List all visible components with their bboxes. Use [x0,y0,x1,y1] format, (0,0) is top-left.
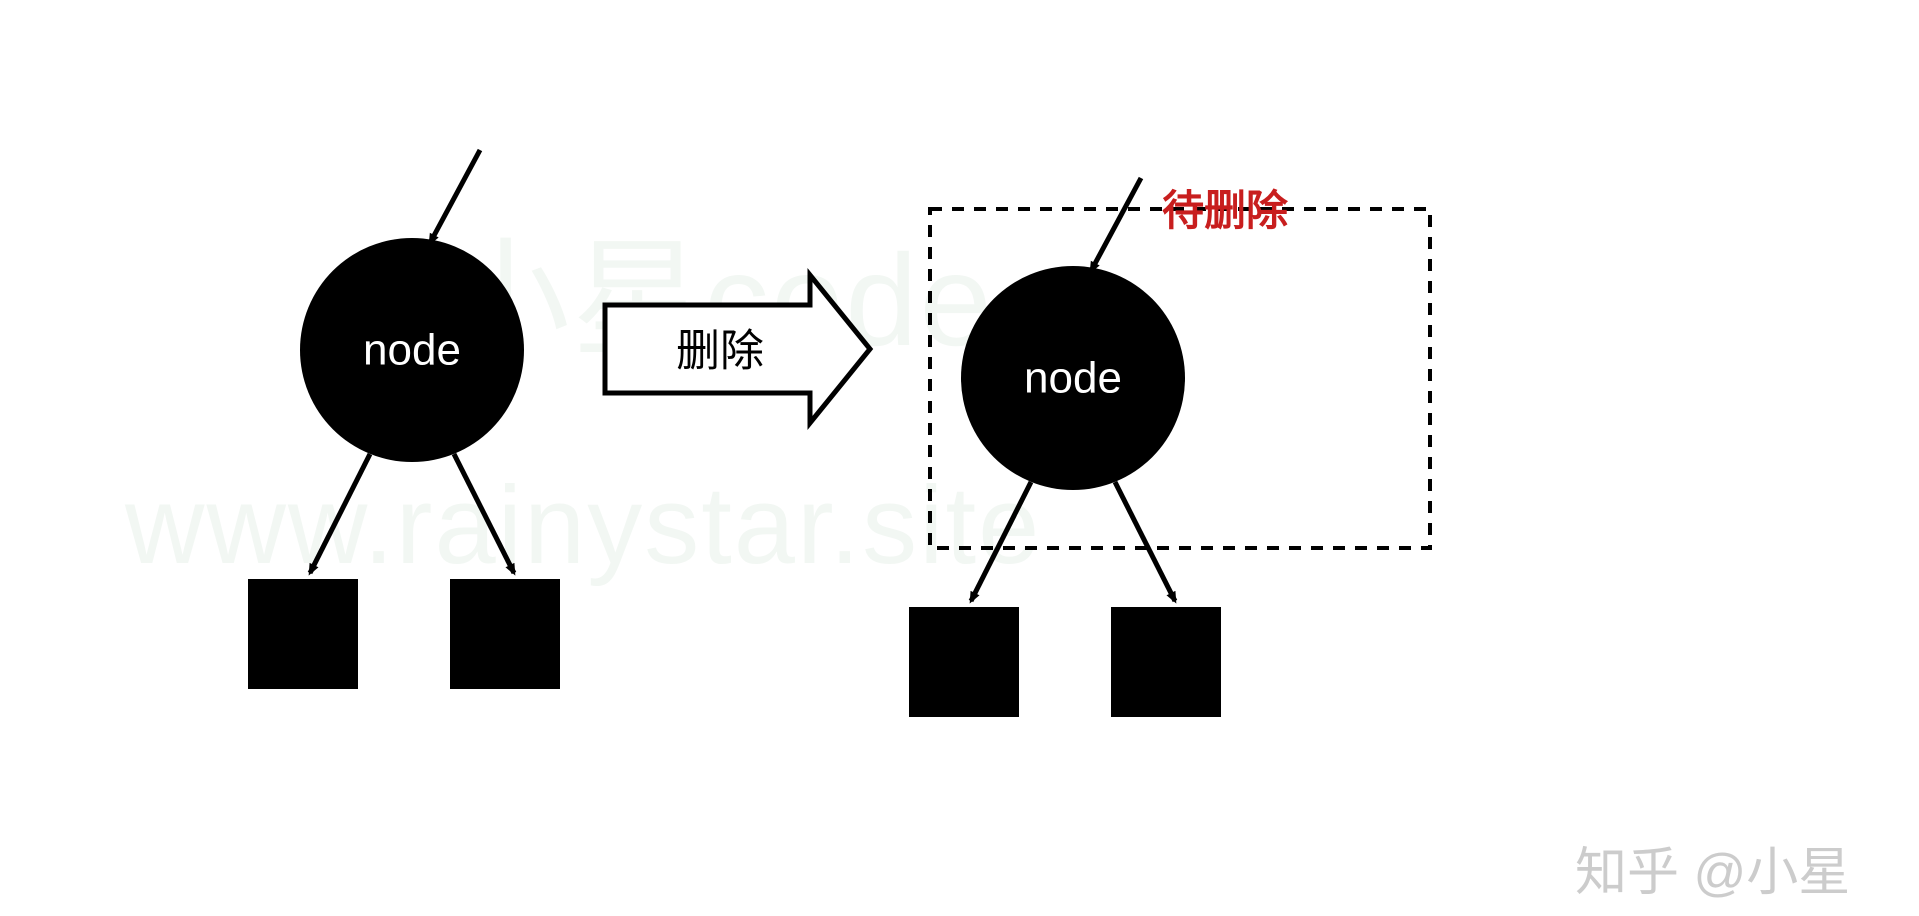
left-node-label: node [363,326,461,375]
right-tree-left-arrow [971,482,1031,601]
left-tree-right-arrow [454,454,514,573]
right-tree-left-square [909,607,1019,717]
right-tree-right-square [1111,607,1221,717]
left-tree-left-arrow [310,454,370,573]
left-tree-right-square [450,579,560,689]
diagram-svg: node 删除 node [0,0,1919,916]
left-incoming-arrow [430,150,480,243]
transition-arrow: 删除 [605,275,870,423]
right-tree-right-arrow [1115,482,1175,601]
right-incoming-arrow [1091,178,1141,271]
right-node-label: node [1024,354,1122,403]
attribution-text: 知乎 @小星 [1575,830,1850,905]
left-tree-left-square [248,579,358,689]
pending-delete-label: 待删除 [1162,177,1288,238]
transition-arrow-label: 删除 [676,327,764,376]
